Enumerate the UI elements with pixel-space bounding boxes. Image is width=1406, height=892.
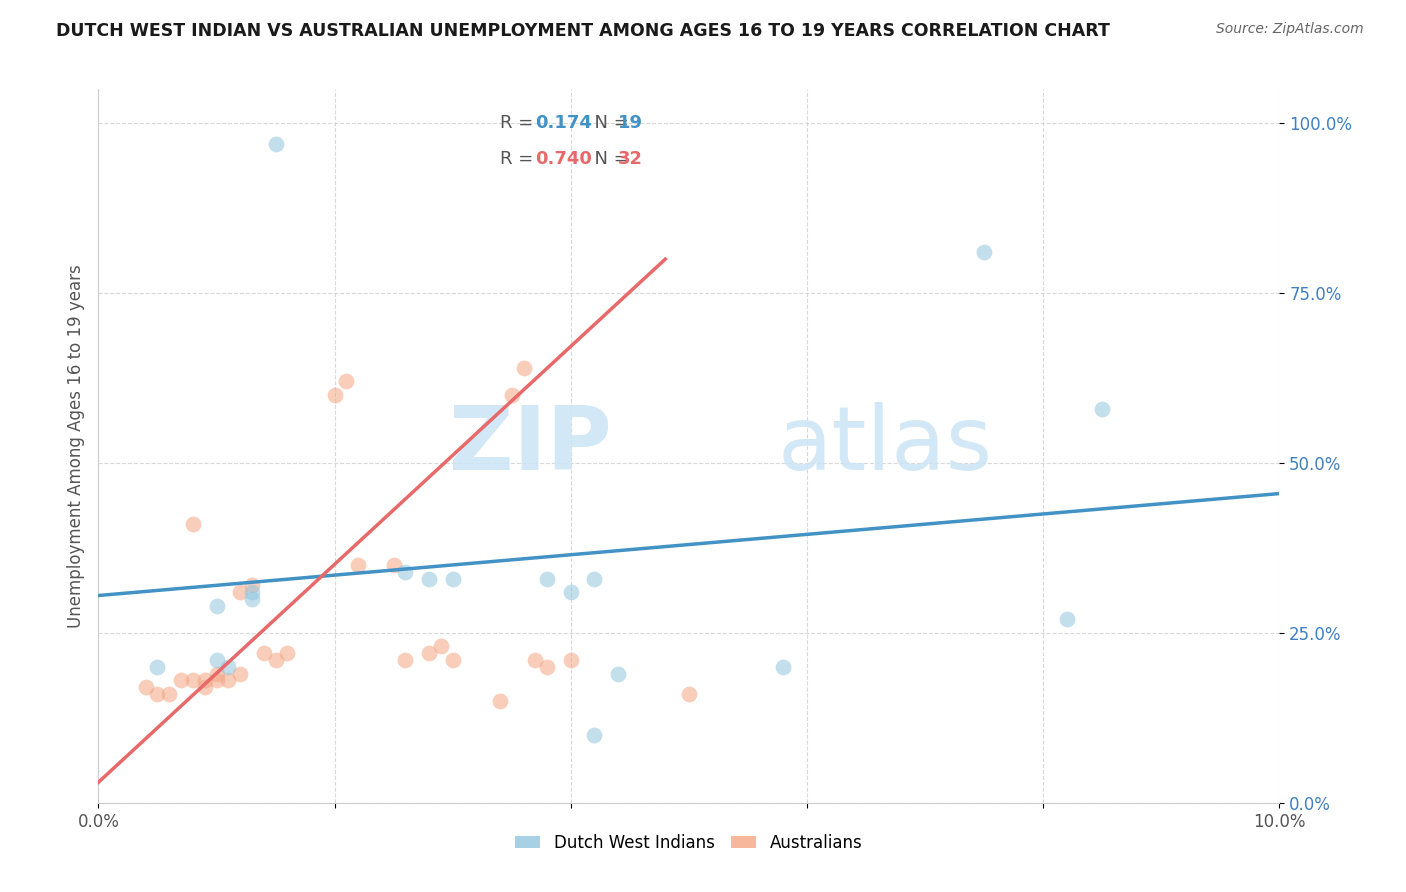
Point — [264, 653, 287, 667]
Point — [194, 673, 217, 688]
Point — [678, 687, 700, 701]
Point — [194, 680, 217, 694]
Point — [772, 660, 794, 674]
Text: R =: R = — [501, 150, 538, 168]
Point — [205, 599, 228, 613]
Point — [418, 572, 440, 586]
Point — [181, 673, 204, 688]
Point — [240, 578, 263, 592]
Point — [217, 660, 239, 674]
Point — [441, 572, 464, 586]
Point — [253, 646, 276, 660]
Text: N =: N = — [582, 114, 634, 132]
Point — [394, 565, 416, 579]
Point — [157, 687, 180, 701]
Point — [146, 687, 169, 701]
Point — [229, 585, 252, 599]
Point — [264, 136, 287, 151]
Point — [240, 591, 263, 606]
Point — [205, 666, 228, 681]
Point — [1091, 401, 1114, 416]
Point — [170, 673, 193, 688]
Point — [135, 680, 157, 694]
Point — [205, 673, 228, 688]
Point — [560, 653, 582, 667]
Text: ZIP: ZIP — [450, 402, 612, 490]
Legend: Dutch West Indians, Australians: Dutch West Indians, Australians — [509, 828, 869, 859]
Point — [501, 388, 523, 402]
Text: 32: 32 — [619, 150, 643, 168]
Point — [973, 245, 995, 260]
Text: 0.174: 0.174 — [536, 114, 592, 132]
Point — [229, 666, 252, 681]
Point — [205, 653, 228, 667]
Point — [430, 640, 453, 654]
Point — [512, 360, 534, 375]
Point — [524, 653, 547, 667]
Point — [1056, 612, 1078, 626]
Point — [146, 660, 169, 674]
Point — [347, 558, 370, 572]
Text: Source: ZipAtlas.com: Source: ZipAtlas.com — [1216, 22, 1364, 37]
Point — [217, 673, 239, 688]
Point — [536, 572, 558, 586]
Point — [323, 388, 346, 402]
Text: 0.740: 0.740 — [536, 150, 592, 168]
Point — [583, 728, 606, 742]
Point — [276, 646, 298, 660]
Point — [181, 517, 204, 532]
Point — [394, 653, 416, 667]
Point — [536, 660, 558, 674]
Point — [583, 572, 606, 586]
Text: atlas: atlas — [778, 402, 993, 490]
Point — [560, 585, 582, 599]
Point — [240, 585, 263, 599]
Text: 19: 19 — [619, 114, 643, 132]
Point — [489, 694, 512, 708]
Point — [382, 558, 405, 572]
Text: N =: N = — [582, 150, 634, 168]
Point — [335, 375, 357, 389]
Text: R =: R = — [501, 114, 538, 132]
Point — [418, 646, 440, 660]
Point — [607, 666, 630, 681]
Text: DUTCH WEST INDIAN VS AUSTRALIAN UNEMPLOYMENT AMONG AGES 16 TO 19 YEARS CORRELATI: DUTCH WEST INDIAN VS AUSTRALIAN UNEMPLOY… — [56, 22, 1111, 40]
Point — [441, 653, 464, 667]
Y-axis label: Unemployment Among Ages 16 to 19 years: Unemployment Among Ages 16 to 19 years — [66, 264, 84, 628]
